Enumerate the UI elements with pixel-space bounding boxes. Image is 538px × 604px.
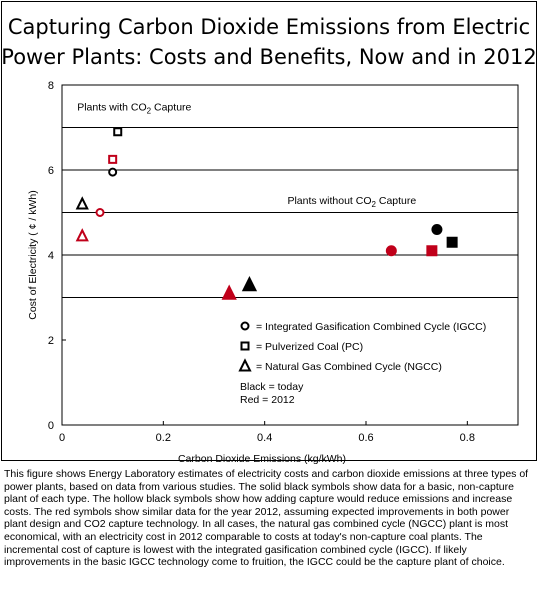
annotation-0: Plants with CO2 Capture [77, 101, 191, 115]
legend-label-square: = Pulverized Coal (PC) [256, 341, 363, 353]
x-tick-label-4: 0.8 [460, 432, 475, 444]
legend-label-triangle: = Natural Gas Combined Cycle (NGCC) [256, 361, 442, 373]
point-pc-today-hollow-4 [113, 127, 123, 137]
scatter-chart: 0 2 4 6 8 0 0.2 0.4 0.6 0.8 Carbon Dioxide Emissio… [27, 80, 519, 465]
annotation-1: Plants without CO2 Capture [287, 195, 416, 209]
figure-caption: This figure shows Energy Laboratory esti… [4, 468, 529, 569]
x-tick-label-1: 0.2 [156, 432, 171, 444]
legend-symbol-circle [240, 321, 250, 331]
legend-symbol-triangle [238, 358, 252, 372]
chart-title-line-2: Power Plants: Costs and Benefits, Now an… [1, 45, 537, 69]
figure-frame [1, 1, 537, 461]
x-axis-label: Carbon Dioxide Emissions (kg/kWh) [178, 453, 346, 465]
point-pc-2012-hollow-5 [108, 154, 118, 164]
point-igcc-2012-hollow-1 [95, 208, 105, 217]
legend-symbol-square [240, 341, 250, 351]
y-axis-label: Cost of Electricity ( ¢ / kWh) [27, 190, 39, 320]
legend-note-0: Black = today [240, 381, 304, 393]
y-tick-label-0: 0 [48, 420, 54, 432]
y-tick-label-2: 4 [48, 250, 54, 262]
point-ngcc-today-filled-10 [241, 276, 258, 292]
point-ngcc-2012-hollow-9 [75, 228, 89, 242]
y-tick-label-1: 2 [48, 335, 54, 347]
point-ngcc-2012-filled-11 [221, 284, 237, 300]
point-pc-2012-filled-7 [426, 245, 438, 257]
legend-label-circle: = Integrated Gasification Combined Cycle… [256, 321, 486, 333]
point-igcc-2012-filled-3 [385, 245, 397, 257]
point-ngcc-today-hollow-8 [75, 196, 89, 210]
point-pc-today-filled-6 [446, 236, 458, 248]
x-tick-label-0: 0 [59, 432, 65, 444]
point-igcc-today-hollow-0 [108, 167, 118, 177]
chart-title-line-1: Capturing Carbon Dioxide Emissions from … [7, 15, 531, 39]
y-tick-label-4: 8 [48, 80, 54, 92]
point-igcc-today-filled-2 [431, 224, 443, 235]
legend-note-1: Red = 2012 [240, 394, 295, 406]
x-tick-label-2: 0.4 [257, 432, 272, 444]
chart-title: Capturing Carbon Dioxide Emissions from … [0, 12, 538, 72]
x-tick-label-3: 0.6 [358, 432, 373, 444]
y-tick-label-3: 6 [48, 165, 54, 177]
